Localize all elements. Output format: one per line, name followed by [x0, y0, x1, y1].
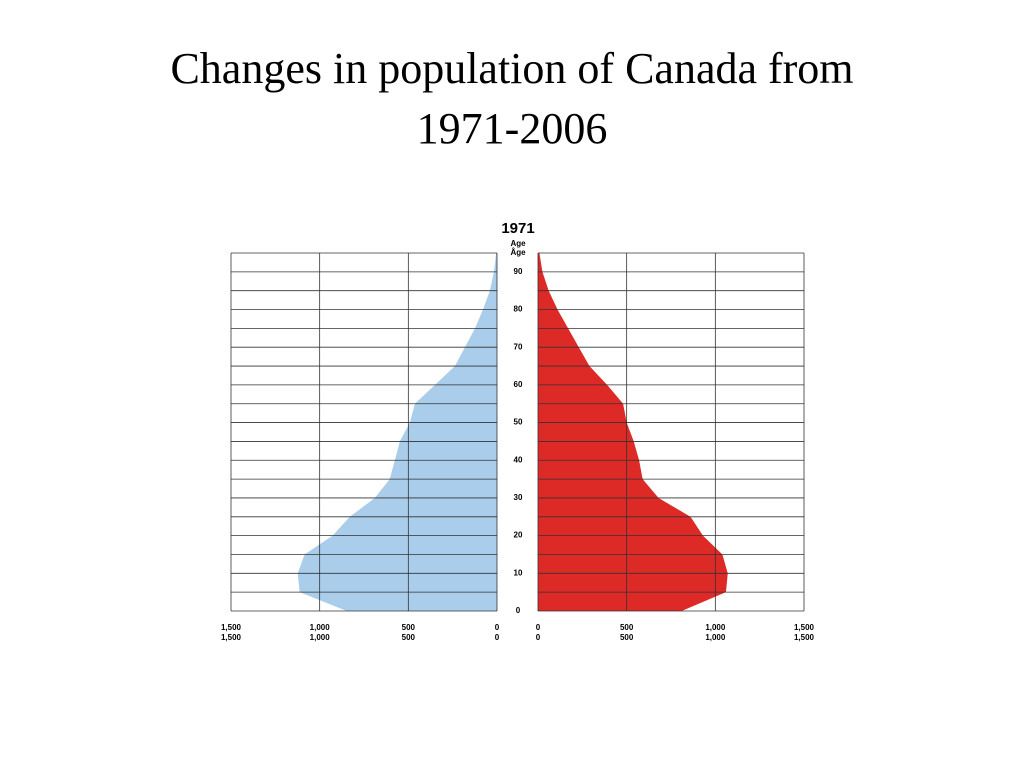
x-tick-label: 1,500 — [221, 623, 242, 632]
x-tick-label: 1,000 — [705, 633, 726, 642]
population-area — [297, 253, 497, 611]
y-tick-label: 60 — [514, 380, 523, 389]
plot: 005005001,0001,0001,5001,500005005001,00… — [221, 252, 815, 642]
population-area — [538, 253, 728, 611]
x-tick-label: 0 — [495, 633, 500, 642]
chart-title: 1971 — [501, 220, 534, 237]
x-tick-label: 1,000 — [310, 633, 331, 642]
x-tick-label: 500 — [402, 623, 416, 632]
x-tick-label: 1,500 — [794, 623, 815, 632]
x-tick-label: 0 — [495, 623, 500, 632]
x-tick-label: 1,500 — [794, 633, 815, 642]
x-tick-label: 1,000 — [310, 623, 331, 632]
y-tick-label: 80 — [514, 305, 523, 314]
x-tick-label: 1,000 — [705, 623, 726, 632]
axis-label: Âge — [510, 248, 526, 257]
y-tick-label: 0 — [516, 606, 521, 615]
y-tick-label: 10 — [514, 568, 523, 577]
y-tick-label: 30 — [514, 493, 523, 502]
y-tick-label: 50 — [514, 418, 523, 427]
y-tick-label: 70 — [514, 342, 523, 351]
x-tick-label: 500 — [620, 623, 634, 632]
x-tick-label: 500 — [402, 633, 416, 642]
x-tick-label: 1,500 — [221, 633, 242, 642]
y-tick-label: 20 — [514, 531, 523, 540]
x-tick-label: 500 — [620, 633, 634, 642]
y-tick-label: 90 — [514, 267, 523, 276]
slide-title: 1971-2006 — [417, 104, 608, 153]
x-tick-label: 0 — [536, 633, 541, 642]
x-tick-label: 0 — [536, 623, 541, 632]
axis-label: Age — [510, 239, 526, 248]
slide-title: Changes in population of Canada from — [170, 44, 853, 93]
y-tick-label: 40 — [514, 455, 523, 464]
